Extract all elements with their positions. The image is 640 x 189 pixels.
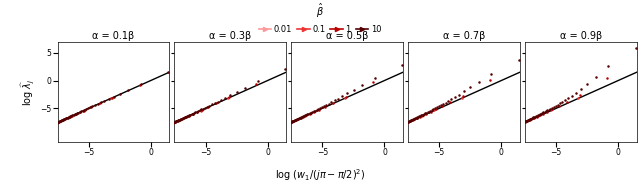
Legend: 0.01, 0.1, 1, 10: 0.01, 0.1, 1, 10 xyxy=(259,2,381,34)
Title: α = 0.1β: α = 0.1β xyxy=(92,31,134,41)
Title: α = 0.9β: α = 0.9β xyxy=(560,31,602,41)
Title: α = 0.3β: α = 0.3β xyxy=(209,31,252,41)
Y-axis label: log $\widehat{\lambda}_j$: log $\widehat{\lambda}_j$ xyxy=(20,78,37,105)
Title: α = 0.5β: α = 0.5β xyxy=(326,31,369,41)
Title: α = 0.7β: α = 0.7β xyxy=(443,31,485,41)
Text: log $(w_1/(j\pi - \pi/2)^2)$: log $(w_1/(j\pi - \pi/2)^2)$ xyxy=(275,167,365,183)
